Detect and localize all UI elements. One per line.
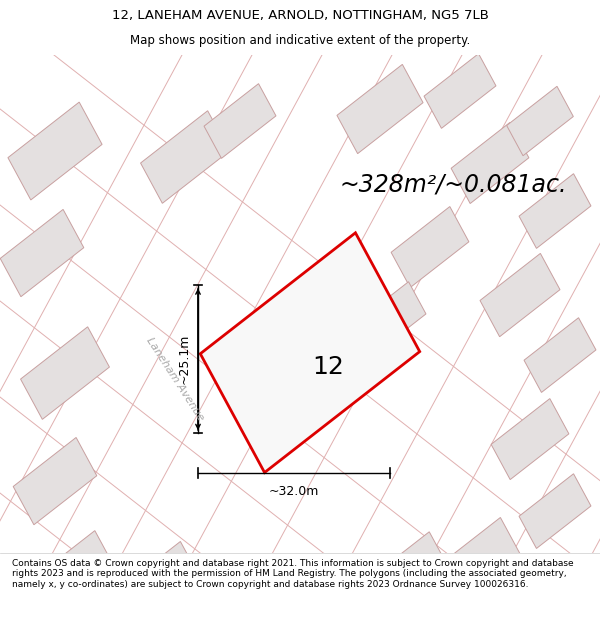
Polygon shape (391, 206, 469, 288)
Polygon shape (0, 209, 84, 297)
Polygon shape (519, 174, 591, 248)
Polygon shape (519, 474, 591, 549)
Polygon shape (440, 518, 520, 601)
Polygon shape (491, 399, 569, 479)
Text: 12, LANEHAM AVENUE, ARNOLD, NOTTINGHAM, NG5 7LB: 12, LANEHAM AVENUE, ARNOLD, NOTTINGHAM, … (112, 9, 488, 22)
Polygon shape (337, 64, 423, 154)
Polygon shape (20, 327, 109, 419)
Polygon shape (524, 318, 596, 392)
Polygon shape (372, 532, 448, 611)
Polygon shape (200, 232, 420, 472)
Text: ~328m²/~0.081ac.: ~328m²/~0.081ac. (340, 173, 568, 197)
Text: 12: 12 (312, 355, 344, 379)
Text: ~25.1m: ~25.1m (178, 334, 191, 384)
Polygon shape (204, 84, 276, 158)
Polygon shape (8, 102, 102, 200)
Polygon shape (13, 438, 97, 525)
Polygon shape (354, 282, 426, 356)
Text: Laneham Avenue: Laneham Avenue (145, 336, 206, 422)
Polygon shape (424, 54, 496, 128)
Polygon shape (36, 531, 114, 612)
Text: Contains OS data © Crown copyright and database right 2021. This information is : Contains OS data © Crown copyright and d… (12, 559, 574, 589)
Polygon shape (451, 122, 529, 204)
Polygon shape (120, 541, 200, 625)
Text: Map shows position and indicative extent of the property.: Map shows position and indicative extent… (130, 34, 470, 48)
Polygon shape (506, 86, 574, 156)
Text: ~32.0m: ~32.0m (269, 486, 319, 498)
Polygon shape (480, 253, 560, 337)
Polygon shape (140, 111, 229, 203)
